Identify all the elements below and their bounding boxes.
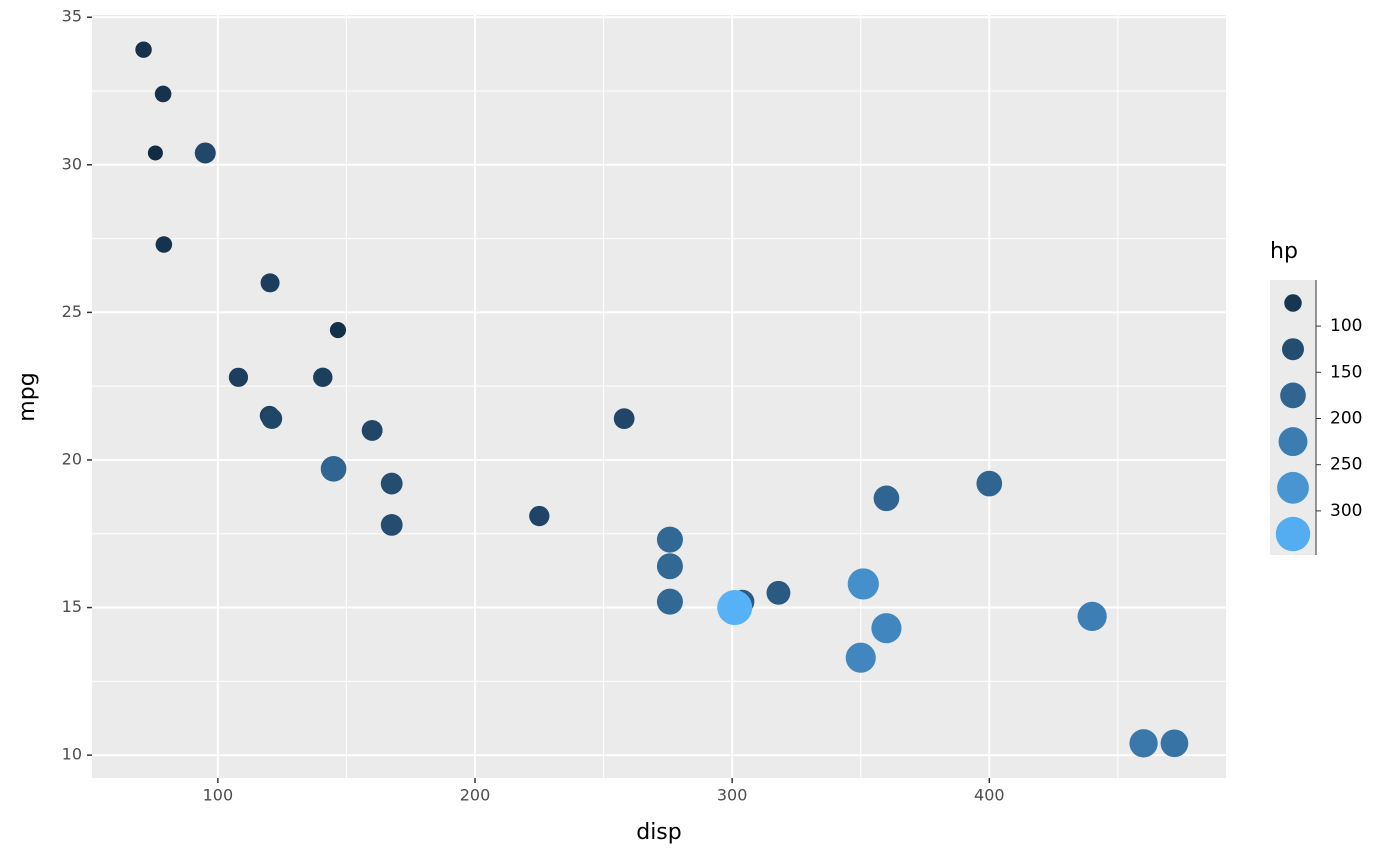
- legend-key: [1282, 338, 1304, 361]
- legend-label: 300: [1330, 501, 1362, 521]
- point: [873, 485, 900, 512]
- legend-label: 100: [1330, 316, 1362, 336]
- point: [529, 505, 550, 527]
- y-tick-label: 30: [62, 154, 82, 173]
- legend-label: 250: [1330, 455, 1362, 475]
- point: [261, 408, 283, 429]
- legend-key-background: [1270, 280, 1316, 555]
- point: [656, 588, 683, 615]
- point: [329, 322, 347, 339]
- point: [380, 472, 403, 495]
- legend-label: 200: [1330, 409, 1362, 429]
- point: [313, 367, 333, 388]
- point: [260, 273, 280, 293]
- point: [656, 526, 683, 553]
- point: [228, 367, 249, 387]
- y-axis-title: mpg: [15, 372, 40, 421]
- y-tick-label: 10: [62, 745, 82, 764]
- point: [320, 455, 347, 482]
- point: [871, 613, 902, 644]
- legend-key: [1278, 427, 1308, 457]
- x-tick-label: 400: [974, 786, 1005, 805]
- y-tick-label: 25: [62, 302, 82, 321]
- point: [147, 145, 163, 161]
- point: [135, 41, 152, 58]
- point: [766, 580, 791, 605]
- point: [155, 236, 173, 253]
- point: [1077, 601, 1107, 632]
- panel: [92, 15, 1226, 778]
- legend-title: hp: [1270, 239, 1298, 264]
- point: [613, 408, 635, 430]
- point: [1129, 729, 1158, 758]
- y-tick-label: 20: [62, 449, 82, 468]
- point: [154, 85, 172, 103]
- point: [845, 642, 876, 673]
- legend-key: [1284, 294, 1302, 312]
- x-tick-label: 100: [203, 786, 234, 805]
- point: [976, 470, 1003, 497]
- legend-key: [1280, 382, 1306, 409]
- point: [847, 568, 879, 600]
- point: [361, 420, 383, 441]
- point: [380, 513, 403, 536]
- y-tick-label: 15: [62, 597, 82, 616]
- legend-key: [1277, 471, 1309, 504]
- point: [717, 590, 753, 626]
- point: [194, 142, 216, 164]
- point: [656, 553, 683, 580]
- x-tick-label: 300: [717, 786, 748, 805]
- point: [1160, 729, 1189, 758]
- y-tick-label: 35: [62, 7, 82, 26]
- legend-key: [1275, 516, 1311, 552]
- legend-label: 150: [1330, 362, 1362, 382]
- x-axis-title: disp: [636, 820, 682, 845]
- x-tick-label: 200: [460, 786, 491, 805]
